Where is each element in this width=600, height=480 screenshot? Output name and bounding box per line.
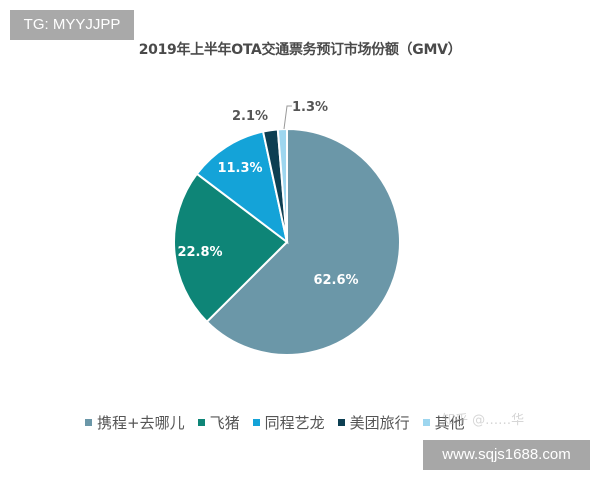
legend-swatch-icon — [197, 419, 205, 426]
slice-value-label: 2.1% — [232, 109, 268, 124]
legend-label: 飞猪 — [209, 414, 240, 432]
legend-swatch-icon — [252, 419, 260, 426]
chart-title: 2019年上半年OTA交通票务预订市场份额（GMV） — [138, 42, 462, 58]
legend-label: 其他 — [434, 414, 465, 432]
legend-label: 携程+去哪儿 — [97, 414, 185, 432]
slice-value-label: 11.3% — [217, 161, 262, 176]
slice-tongcheng-elong — [195, 130, 289, 245]
legend-label: 同程艺龙 — [264, 414, 325, 432]
legend-swatch-icon — [85, 419, 92, 426]
slice-value-label: 22.8% — [177, 245, 222, 260]
legend-item-tongcheng-elong: 同程艺龙 — [252, 412, 325, 433]
tg-watermark-badge: TG: MYYJJPP — [10, 10, 134, 40]
legend-item-other: 其他 — [422, 412, 465, 433]
slice-value-label: 1.3% — [292, 100, 328, 115]
legend-item-fliggy: 飞猪 — [197, 412, 240, 433]
site-watermark-badge: www.sqjs1688.com — [423, 440, 590, 470]
chart-legend: 携程+去哪儿 飞猪 同程艺龙 美团旅行 其他 — [85, 412, 478, 433]
legend-swatch-icon — [337, 419, 345, 426]
slice-other — [276, 127, 288, 243]
legend-item-ctrip-qunar: 携程+去哪儿 — [85, 412, 185, 433]
slice-ctrip-qunar — [205, 127, 401, 356]
legend-swatch-icon — [422, 419, 430, 426]
legend-item-meituan-travel: 美团旅行 — [337, 412, 410, 433]
slice-fliggy — [173, 172, 289, 324]
leader-line — [283, 105, 292, 130]
pie-labels: 62.6% 22.8% 11.3% 2.1% 1.3% — [177, 100, 358, 288]
legend-label: 美团旅行 — [349, 414, 410, 432]
slice-value-label: 62.6% — [313, 273, 358, 288]
pie-slices — [173, 127, 401, 356]
